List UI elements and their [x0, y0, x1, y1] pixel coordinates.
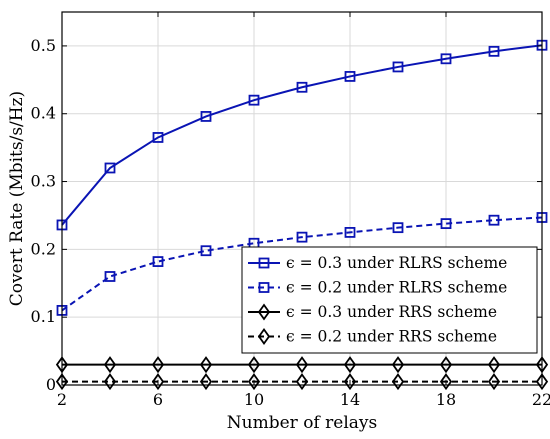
x-tick-label: 10 — [244, 390, 264, 409]
data-point — [344, 71, 356, 82]
legend-entry: ϵ = 0.2 under RLRS scheme — [248, 279, 507, 297]
data-point — [440, 218, 452, 229]
y-tick-label: 0.5 — [31, 36, 56, 55]
legend-entry: ϵ = 0.3 under RLRS scheme — [248, 254, 507, 272]
data-point — [391, 373, 405, 391]
tick-labels: 2 6 10 14 18 22 0 0.1 0.2 0.3 0.4 0.5 — [31, 36, 550, 409]
data-point — [392, 222, 404, 234]
x-tick-label: 2 — [57, 390, 67, 409]
legend-marker — [257, 327, 271, 346]
data-point — [295, 373, 309, 391]
data-point — [200, 111, 212, 122]
legend-box — [241, 246, 538, 354]
y-tick-label: 0.4 — [31, 104, 56, 123]
x-tick-label: 22 — [532, 390, 550, 409]
x-tick-label: 6 — [153, 390, 163, 409]
y-axis-label: Covert Rate (Mbits/s/Hz) — [7, 91, 27, 306]
data-point — [439, 373, 453, 391]
data-point — [151, 373, 165, 391]
legend-label: ϵ = 0.2 under RLRS scheme — [286, 279, 507, 297]
data-point — [199, 356, 213, 374]
series-layer — [55, 39, 549, 391]
data-point — [151, 356, 165, 374]
data-point — [535, 373, 549, 391]
data-point — [104, 162, 116, 174]
data-point — [344, 227, 356, 238]
data-point — [103, 373, 117, 391]
y-tick-label: 0 — [46, 375, 56, 394]
data-point — [343, 373, 357, 391]
legend-marker — [258, 257, 270, 269]
legend-entry: ϵ = 0.3 under RRS scheme — [248, 303, 497, 321]
legend-marker — [257, 303, 271, 321]
data-point — [391, 356, 405, 374]
legend-label: ϵ = 0.3 under RLRS scheme — [286, 254, 507, 272]
data-point — [439, 356, 453, 374]
legend: ϵ = 0.3 under RLRS scheme ϵ = 0.2 under R… — [241, 246, 538, 354]
series-2 — [56, 212, 548, 316]
plot-frame — [61, 11, 543, 386]
y-tick-label: 0.1 — [31, 307, 56, 326]
series-3 — [55, 356, 549, 374]
data-point — [488, 45, 500, 57]
data-point — [199, 373, 213, 391]
data-point — [152, 256, 164, 267]
series-1 — [56, 39, 548, 231]
data-point — [103, 356, 117, 374]
axes — [61, 11, 543, 386]
data-point — [440, 53, 452, 65]
y-tick-label: 0.2 — [31, 239, 56, 258]
data-point — [487, 356, 501, 374]
data-point — [487, 373, 501, 391]
data-point — [247, 356, 261, 374]
legend-entry: ϵ = 0.2 under RRS scheme — [248, 328, 497, 346]
data-point — [55, 373, 69, 391]
data-point — [392, 61, 404, 73]
data-point — [247, 373, 261, 391]
data-point — [152, 132, 164, 143]
data-point — [248, 94, 260, 106]
legend-label: ϵ = 0.3 under RRS scheme — [286, 303, 497, 321]
data-point — [296, 81, 308, 93]
series-line — [61, 216, 543, 312]
series-line — [61, 44, 543, 226]
series-4 — [55, 373, 549, 391]
data-point — [295, 356, 309, 374]
x-axis-label: Number of relays — [227, 413, 377, 433]
data-point — [104, 271, 116, 282]
data-point — [296, 231, 308, 243]
x-tick-label: 14 — [340, 390, 360, 409]
data-point — [343, 356, 357, 374]
data-point — [488, 214, 500, 226]
x-tick-label: 18 — [436, 390, 456, 409]
y-tick-label: 0.3 — [31, 172, 56, 191]
legend-marker — [258, 282, 270, 293]
legend-label: ϵ = 0.2 under RRS scheme — [286, 328, 497, 346]
data-point — [200, 245, 212, 257]
